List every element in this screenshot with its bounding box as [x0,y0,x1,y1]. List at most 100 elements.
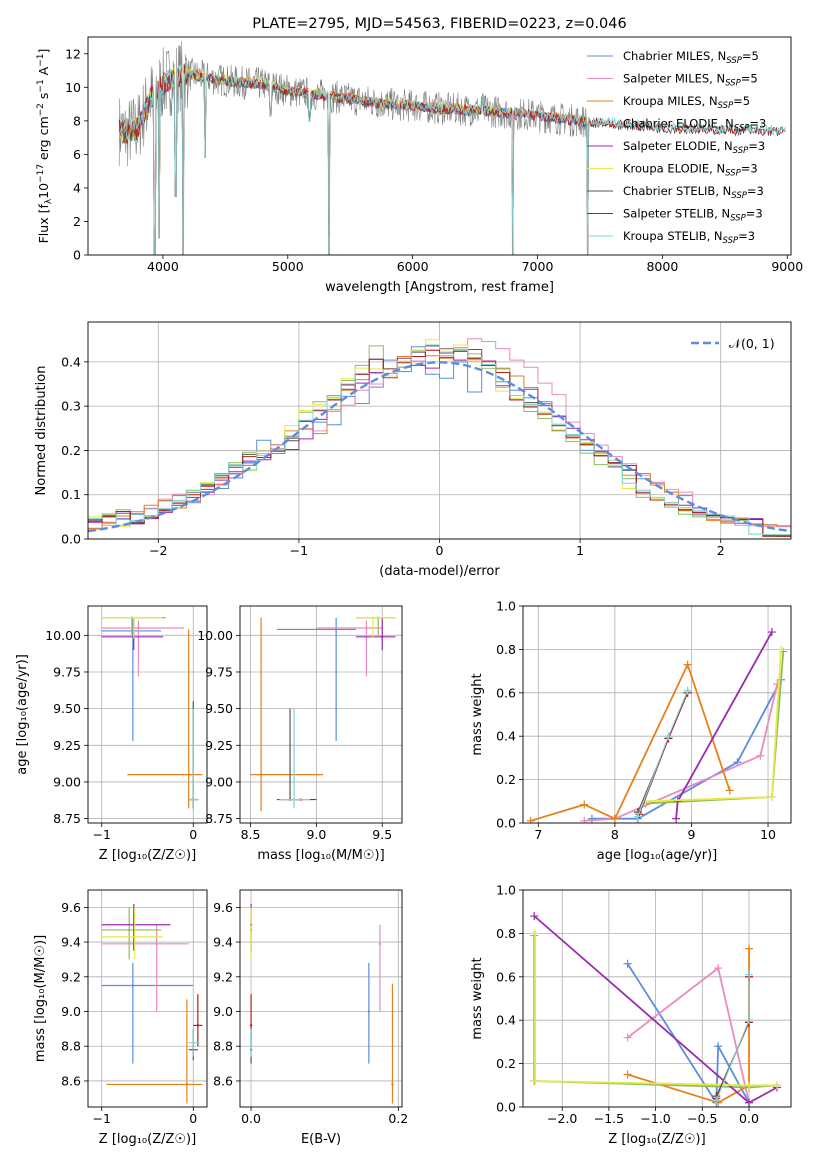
y-tick-label: 9.50 [205,701,233,716]
axes-spectrum: 4000 5000 6000 7000 8000 9000 0 2 4 6 8 10 12 wavelen… [36,16,803,295]
y-tick-label: 9.4 [61,935,81,950]
y-tick-label: 8.6 [213,1073,233,1088]
x-tick-label: 4000 [147,259,179,274]
x-axis-label: Z [log₁₀(Z/Z☉)] [99,1132,196,1147]
x-tick-label: 0 [436,543,444,558]
point-kroupa_miles [391,1083,394,1086]
x-tick-label: −2 [149,543,167,558]
y-tick-label: 9.4 [213,935,233,950]
legend-label-chabrier_elodie: Chabrier ELODIE, NSSP=3 [623,117,766,134]
weight-marker-salpeter_elodie [673,797,682,806]
plot-area [101,616,203,812]
y-tick-label: 0.0 [496,816,516,831]
x-tick-label: 1 [576,543,584,558]
legend-label-salpeter_stelib: Salpeter STELIB, NSSP=3 [623,207,763,224]
axes-frame [87,36,792,256]
legend-label-kroupa_miles: Kroupa MILES, NSSP=5 [623,94,750,111]
legend-label-chabrier_stelib: Chabrier STELIB, NSSP=3 [623,184,764,201]
y-tick-label: 0.2 [496,1056,516,1071]
weight-line-kroupa_elodie [534,933,777,1087]
legend-n: =3 [747,184,764,198]
x-axis-label: E(B-V) [301,1132,341,1147]
x-axis-label: age [log₁₀(age/yr)] [597,848,718,863]
y-tick-label: 0.4 [496,1013,516,1028]
x-tick-label: 8 [611,827,619,842]
y-tick-label: 9.6 [213,900,233,915]
weight-marker-kroupa_elodie [531,1076,540,1085]
point-chabrier_elodie [127,928,131,932]
y-tick-label: 0.8 [496,642,516,657]
weight-marker-kroupa_stelib [744,1016,753,1025]
x-tick-label: 7000 [522,259,554,274]
hist-salpeter_stelib [88,348,791,537]
data-spectrum [118,40,589,255]
plot-area [530,912,781,1107]
point-kroupa_stelib [192,1041,195,1044]
y-label-part: −1 [36,54,46,67]
point-kroupa_miles [259,773,263,776]
legend-sub: SSP [723,236,739,246]
weight-marker-salpeter_elodie [672,814,681,823]
legend-sub: SSP [726,56,742,66]
weight-marker-salpeter_elodie [767,628,776,637]
x-tick-label: 0 [189,1111,197,1126]
x-tick-label: 6000 [397,259,429,274]
weight-marker-salpeter_miles [756,751,765,760]
y-label-part: s [36,93,51,104]
legend-n: =5 [733,94,750,108]
x-tick-label: −1.5 [594,1111,624,1126]
weight-marker-kroupa_elodie [531,929,540,938]
y-label-part: ] [36,49,51,54]
y-tick-label: 2 [73,214,81,229]
axes-weight_vs_z: −2.0 −1.5 −1.0 −0.5 0.0 0.0 0.2 0.4 0.6 0.8 1.0 Z [… [470,883,792,1147]
x-axis-label: mass [log₁₀(M/M☉)] [257,848,384,863]
weight-marker-kroupa_stelib [664,732,673,741]
legend-n: =5 [741,72,758,86]
y-tick-label: 8.8 [61,1039,81,1054]
legend-n: =3 [746,207,763,221]
x-tick-label: 2 [717,543,725,558]
model-spectrum-kroupa_stelib [118,62,786,255]
y-tick-label: 9.6 [61,900,81,915]
y-tick-label: 9.2 [213,969,233,984]
weight-marker-kroupa_stelib [633,812,642,821]
weight-marker-kroupa_miles [725,786,734,795]
point-kroupa_elodie [371,616,375,619]
point-chabrier_miles [131,984,135,987]
point-kroupa_stelib [192,798,195,801]
weight-marker-kroupa_stelib [712,1096,721,1105]
point-kroupa_miles [185,1083,189,1086]
weight-marker-chabrier_miles [714,1042,723,1051]
x-axis-label: Z [log₁₀(Z/Z☉)] [608,1132,705,1147]
y-tick-label: 8.75 [205,811,233,826]
y-tick-label: 0.0 [496,1100,516,1115]
y-tick-label: 0.8 [496,926,516,941]
y-label-part: −1 [36,79,46,92]
y-tick-label: 9.25 [53,738,81,753]
y-tick-label: 9.00 [53,774,81,789]
legend-label-salpeter_miles: Salpeter MILES, NSSP=5 [623,72,758,89]
y-tick-label: 0.2 [496,772,516,787]
weight-marker-kroupa_elodie [772,1081,781,1090]
gaussian-curve [88,361,791,533]
weight-marker-kroupa_miles [610,814,619,823]
x-tick-label: 7 [534,827,542,842]
x-tick-label: 9.5 [372,827,392,842]
plot-area [118,40,786,255]
y-tick-label: 0.4 [61,354,81,369]
legend-label-salpeter_elodie: Salpeter ELODIE, NSSP=3 [623,139,765,156]
x-tick-label: 0 [189,827,197,842]
weight-marker-kroupa_stelib [683,686,692,695]
axes-frame [522,605,792,824]
plot-area [88,338,791,537]
legend-n: =3 [738,229,755,243]
y-tick-label: 9.75 [53,664,81,679]
legend-sub: SSP [734,124,750,134]
y-tick-label: 8 [73,113,81,128]
weight-marker-salpeter_elodie [744,1098,753,1107]
y-axis-label: age [log₁₀(age/yr)] [15,654,30,775]
y-tick-label: 9.2 [61,969,81,984]
y-tick-label: 4 [73,180,81,195]
legend-sub: SSP [730,214,746,224]
y-tick-label: 10.00 [45,628,81,643]
